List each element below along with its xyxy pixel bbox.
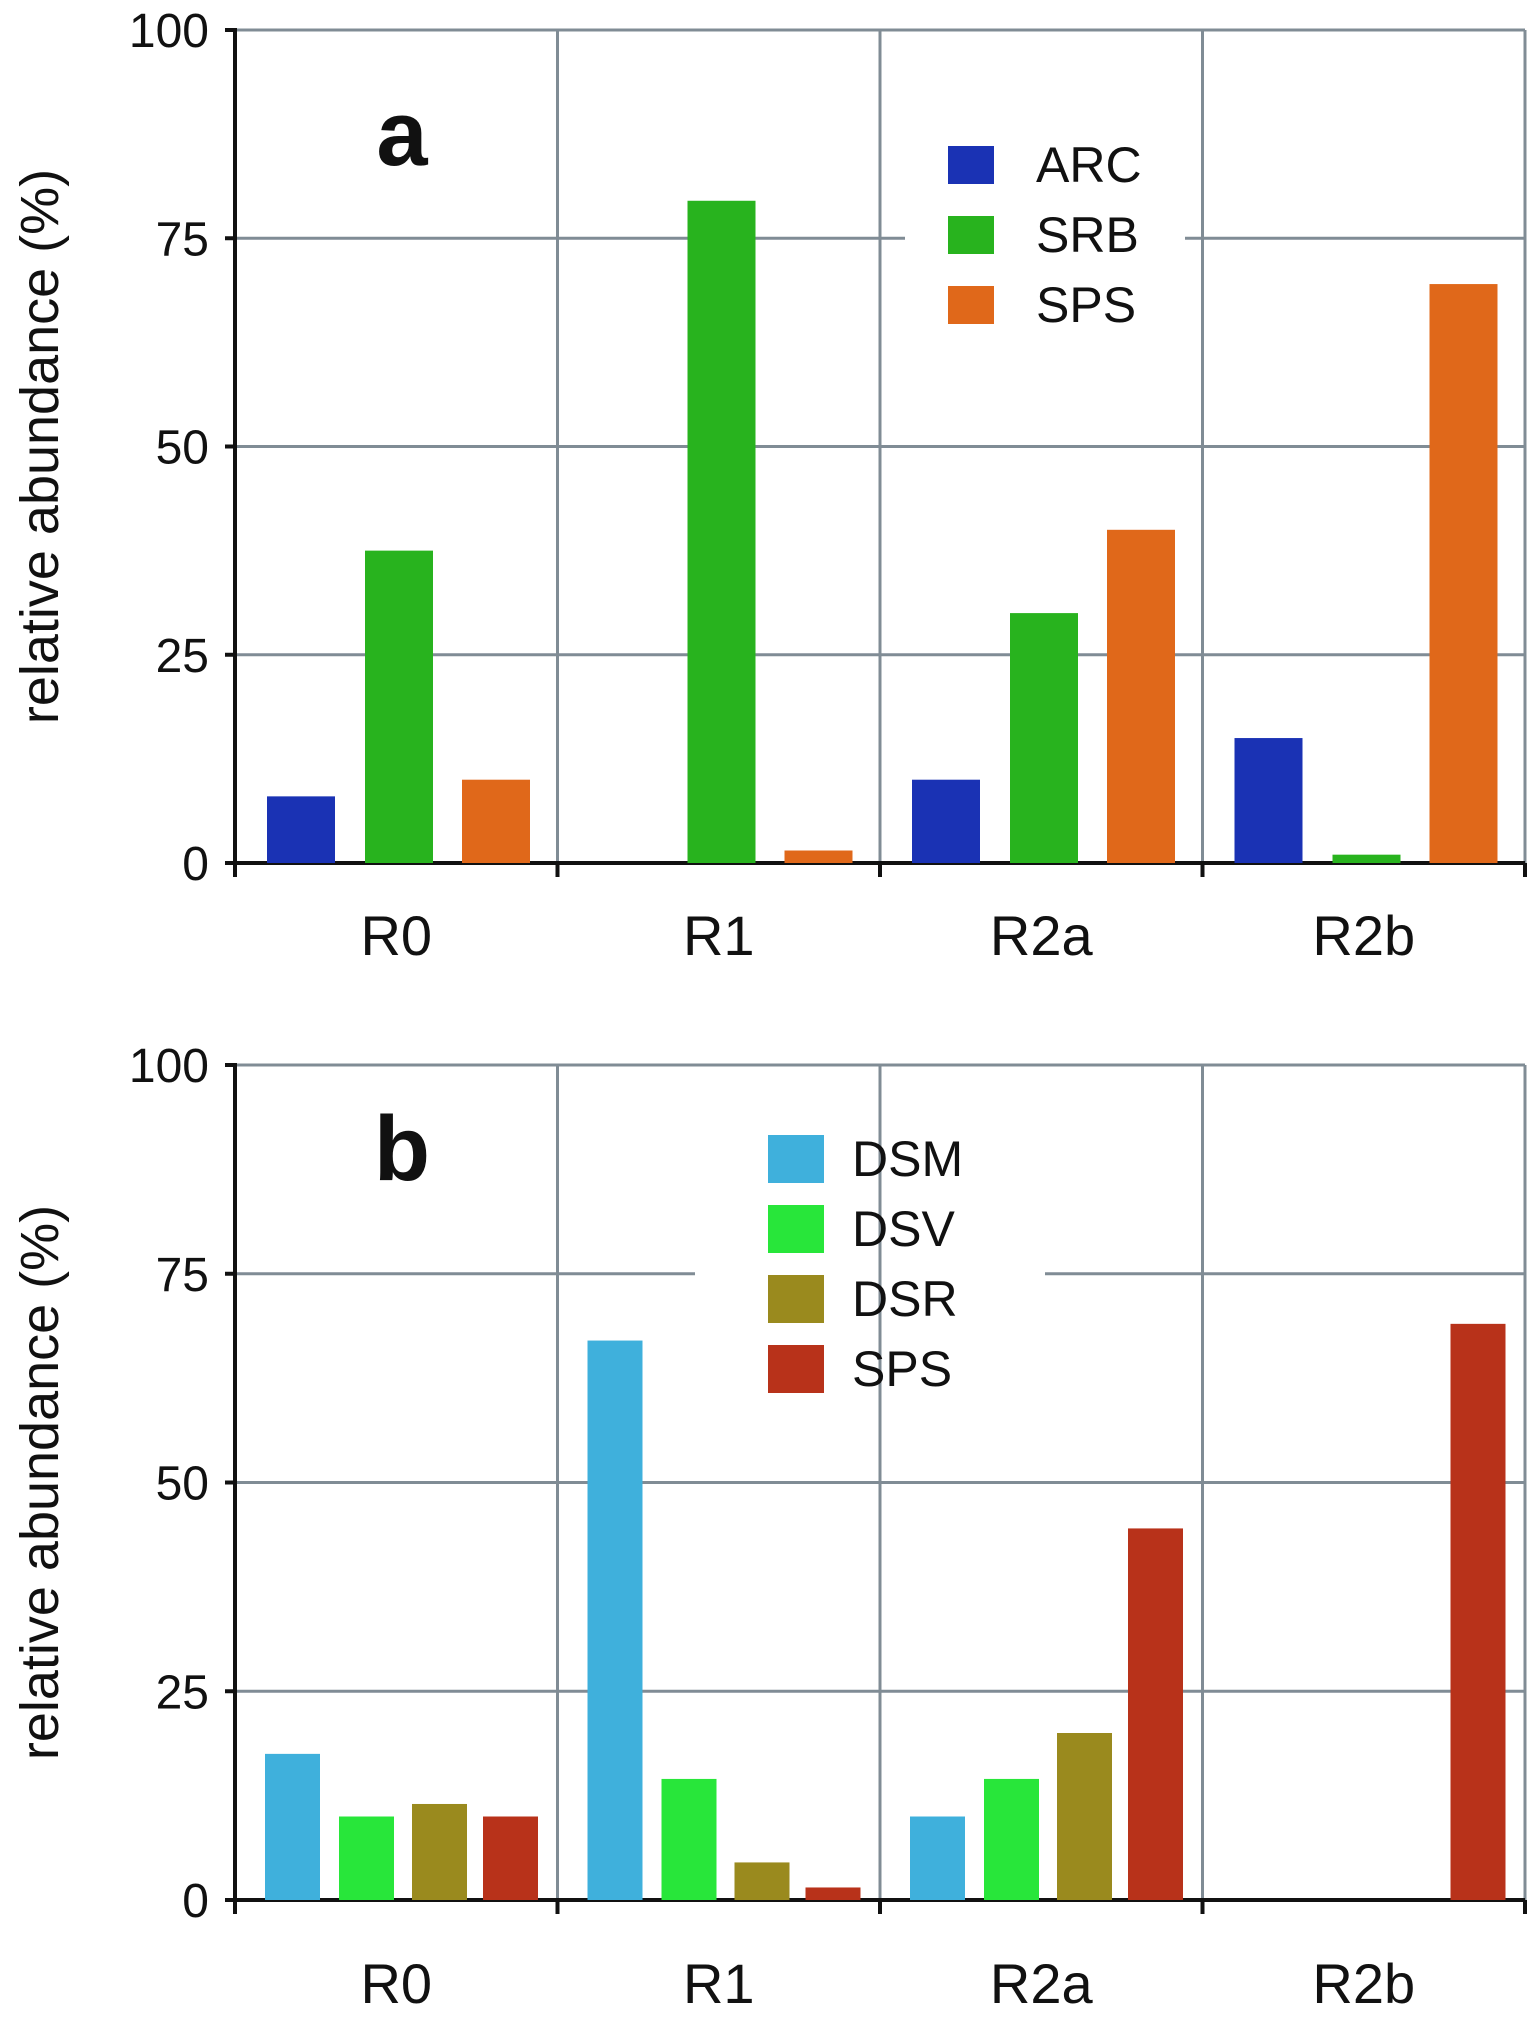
y-tick-label: 0	[182, 1875, 209, 1928]
bar-sps-r2b	[1450, 1323, 1506, 1900]
y-axis-label: relative abundance (%)	[10, 169, 70, 724]
y-tick-label: 25	[156, 630, 209, 683]
legend-swatch-sps	[768, 1345, 824, 1393]
y-tick-label: 100	[129, 1040, 209, 1093]
y-tick-label: 25	[156, 1666, 209, 1719]
bar-sps-r1	[805, 1887, 861, 1900]
bar-dsv-r0	[339, 1816, 394, 1900]
y-tick-label: 100	[129, 5, 209, 58]
panel-label: b	[374, 1098, 430, 1200]
bar-srb-r2a	[1010, 613, 1078, 863]
x-tick-label: R2b	[1312, 1952, 1415, 2015]
legend-swatch-dsr	[768, 1275, 824, 1323]
y-tick-label: 75	[156, 1249, 209, 1302]
legend-swatch-dsv	[768, 1205, 824, 1253]
legend-label-dsv: DSV	[852, 1201, 955, 1257]
x-tick-label: R1	[683, 1952, 755, 2015]
legend-swatch-srb	[948, 216, 994, 254]
y-tick-label: 50	[156, 422, 209, 475]
legend-label-sps: SPS	[852, 1341, 952, 1397]
x-tick-label: R0	[360, 904, 432, 967]
panel-label: a	[376, 83, 428, 185]
bar-dsm-r0	[265, 1753, 320, 1900]
bar-arc-r0	[267, 796, 335, 863]
bar-srb-r2b	[1332, 854, 1401, 863]
bar-srb-r0	[365, 550, 433, 863]
legend-swatch-dsm	[768, 1135, 824, 1183]
bar-dsr-r1	[734, 1862, 790, 1900]
bar-arc-r2b	[1234, 738, 1303, 863]
bar-sps-r0	[483, 1816, 538, 1900]
bar-dsm-r2a	[910, 1816, 965, 1900]
bar-arc-r2a	[912, 779, 980, 863]
legend-label-arc: ARC	[1036, 137, 1142, 193]
y-tick-label: 75	[156, 213, 209, 266]
x-tick-label: R2a	[990, 904, 1094, 967]
bar-dsv-r1	[661, 1778, 717, 1900]
legend-label-srb: SRB	[1036, 207, 1139, 263]
y-tick-label: 0	[182, 838, 209, 891]
legend-label-dsr: DSR	[852, 1271, 958, 1327]
bar-srb-r1	[687, 200, 756, 863]
bar-sps-r2a	[1128, 1528, 1183, 1900]
chart-panel-a: 0 25 50 75 100 relative abundance (%) R0 R1 R2a R…	[10, 5, 1527, 967]
bar-dsv-r2a	[984, 1778, 1039, 1900]
legend-swatch-arc	[948, 146, 994, 184]
x-tick-label: R1	[683, 904, 755, 967]
x-tick-label: R2b	[1312, 904, 1415, 967]
chart-panel-b: 0 25 50 75 100 relative abundance (%) R0 R1 R2a R…	[10, 1040, 1527, 2015]
bar-sps-r1	[784, 850, 853, 863]
bar-sps-r0	[462, 779, 530, 863]
legend-swatch-sps	[948, 286, 994, 324]
y-tick-label: 50	[156, 1458, 209, 1511]
bar-dsm-r1	[587, 1340, 643, 1900]
x-tick-label: R0	[360, 1952, 432, 2015]
x-tick-label: R2a	[990, 1952, 1094, 2015]
bar-sps-r2a	[1107, 529, 1175, 863]
legend-label-sps: SPS	[1036, 277, 1136, 333]
bar-dsr-r0	[412, 1803, 467, 1900]
legend-label-dsm: DSM	[852, 1131, 963, 1187]
y-axis-label: relative abundance (%)	[10, 1205, 70, 1760]
bar-dsr-r2a	[1057, 1733, 1112, 1900]
bar-sps-r2b	[1429, 284, 1498, 863]
